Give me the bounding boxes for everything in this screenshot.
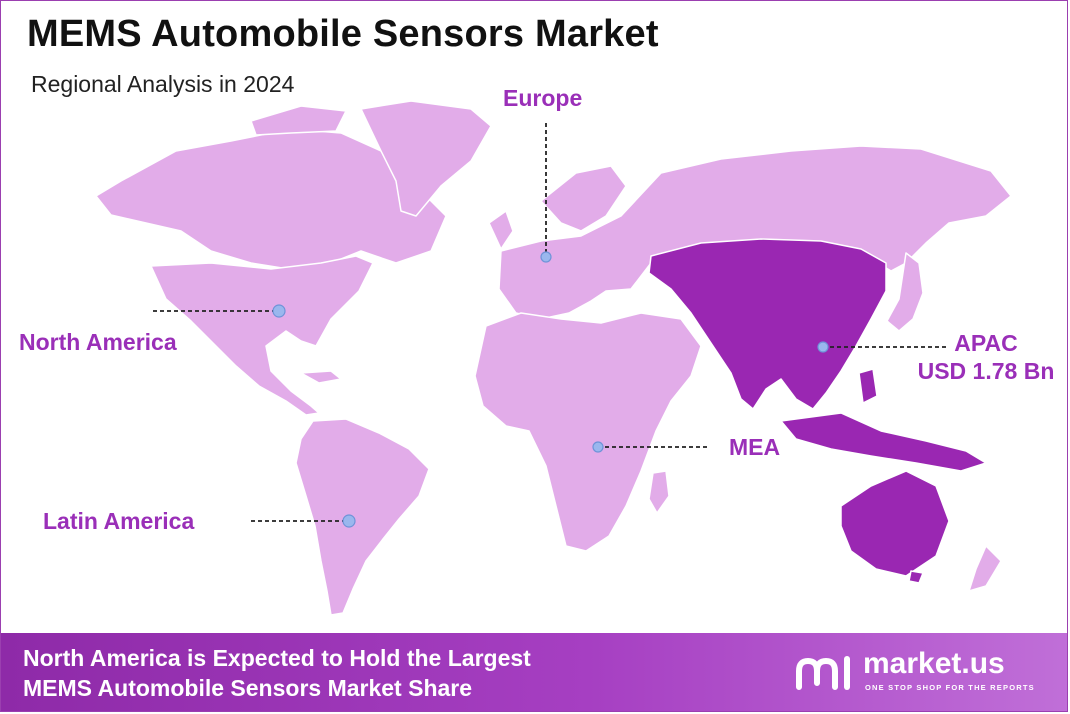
- mea-label: MEA: [729, 434, 781, 460]
- footer-message: North America is Expected to Hold the La…: [23, 643, 531, 703]
- map-japan: [886, 252, 924, 332]
- brand-name: market.us: [863, 647, 1005, 680]
- latin-america-marker: [342, 514, 356, 528]
- map-madagascar: [648, 470, 670, 514]
- apac-marker: [817, 341, 829, 353]
- north-america-marker: [272, 304, 286, 318]
- brand-logo-icon: [796, 656, 850, 690]
- map-scandinavia: [540, 165, 627, 232]
- footer-line-2: MEMS Automobile Sensors Market Share: [23, 675, 473, 701]
- apac-label: APAC: [954, 330, 1018, 356]
- map-africa: [474, 312, 702, 552]
- europe-marker: [540, 251, 552, 263]
- footer-line-1: North America is Expected to Hold the La…: [23, 645, 531, 671]
- map-south-america: [295, 418, 430, 616]
- map-apac-mainland: [648, 238, 887, 410]
- map-new-zealand: [968, 545, 1002, 592]
- map-north-america-south: [150, 255, 374, 416]
- brand-tagline: ONE STOP SHOP FOR THE REPORTS: [865, 683, 1035, 692]
- world-map: [95, 100, 1012, 616]
- map-apac-philippines: [858, 368, 878, 404]
- north-america-label: North America: [19, 329, 177, 355]
- apac-label-block: APAC USD 1.78 Bn: [913, 329, 1059, 385]
- page-subtitle: Regional Analysis in 2024: [31, 71, 295, 97]
- europe-label: Europe: [503, 85, 583, 111]
- apac-value: USD 1.78 Bn: [917, 358, 1055, 384]
- page-title: MEMS Automobile Sensors Market: [27, 13, 659, 55]
- map-apac-southeast: [780, 412, 987, 472]
- brand-logo: market.us ONE STOP SHOP FOR THE REPORTS: [793, 647, 1043, 697]
- map-caribbean: [300, 370, 342, 384]
- map-greenland: [360, 100, 492, 217]
- mea-marker: [592, 441, 604, 453]
- map-australia: [840, 470, 950, 577]
- map-arctic-islands: [250, 105, 347, 136]
- map-eurasia-north: [498, 145, 1012, 320]
- footer-banner: North America is Expected to Hold the La…: [1, 633, 1067, 711]
- map-tasmania: [908, 570, 924, 584]
- map-uk-iceland: [488, 210, 514, 250]
- latin-america-label: Latin America: [43, 508, 195, 534]
